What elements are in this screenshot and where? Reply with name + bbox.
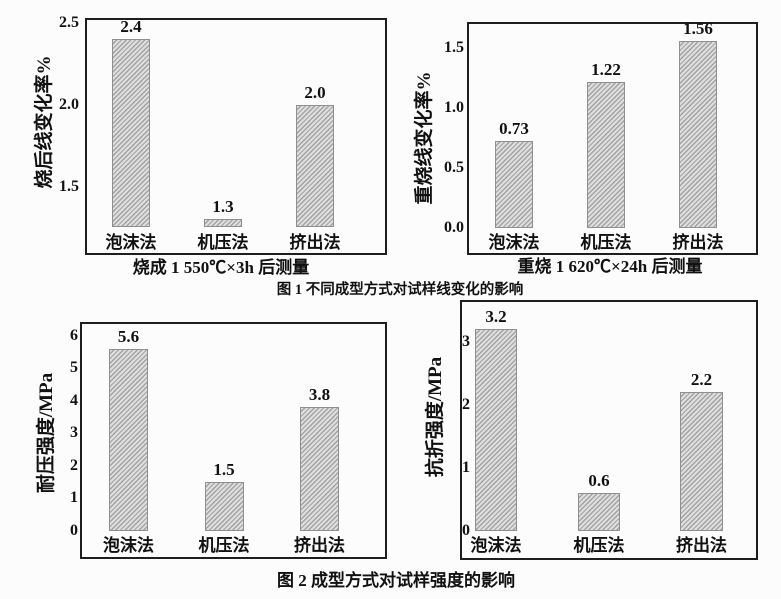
category-label: 机压法 <box>198 536 250 555</box>
bar-value-label: 0.6 <box>588 471 610 491</box>
plot-frame <box>460 300 758 560</box>
bar-value-label: 0.73 <box>499 118 529 138</box>
ytick-label: 6 <box>70 326 78 344</box>
bar-foam-method <box>474 329 518 531</box>
bar-machine-press-method <box>587 81 625 228</box>
category-label: 挤出法 <box>676 536 727 555</box>
ytick-label: 1.5 <box>444 39 464 57</box>
category-label: 挤出法 <box>294 536 345 555</box>
bar-machine-press-method <box>204 482 244 531</box>
ytick-label: 0.5 <box>444 159 464 177</box>
ytick-label: 0.0 <box>444 219 464 236</box>
bar-machine-press-method <box>577 493 621 531</box>
bar-value-label: 2.0 <box>304 82 326 102</box>
ytick-label: 2.0 <box>59 95 79 113</box>
bar-extrusion-method <box>680 392 723 531</box>
category-label: 挤出法 <box>672 233 724 252</box>
category-label: 挤出法 <box>289 233 341 252</box>
ytick-label: 1.5 <box>59 177 79 195</box>
ytick-label: 3 <box>70 424 78 442</box>
ytick-label: 2.5 <box>59 13 79 31</box>
plot-frame <box>80 322 387 559</box>
x-axis-title: 烧成 1 550℃×3h 后测量 <box>132 258 310 277</box>
bar-foam-method <box>112 39 150 228</box>
bar-machine-press-method <box>204 219 242 228</box>
ytick-label: 1 <box>70 489 78 507</box>
bar-value-label: 1.5 <box>213 460 235 480</box>
figure-caption-1: 图 1 不同成型方式对试样线变化的影响 <box>276 282 524 298</box>
bar-extrusion-method <box>679 41 717 228</box>
bar-value-label: 1.3 <box>212 197 234 217</box>
bar-value-label: 2.2 <box>690 370 713 390</box>
ytick-label: 1.0 <box>444 99 464 117</box>
bar-foam-method <box>109 348 148 531</box>
y-axis-title: 抗折强度/MPa <box>425 356 446 478</box>
ytick-label: 0 <box>462 522 470 539</box>
bar-extrusion-method <box>300 407 339 531</box>
bar-value-label: 1.56 <box>683 19 713 39</box>
ytick-label: 2 <box>70 456 78 474</box>
category-label: 机压法 <box>573 536 625 555</box>
ytick-label: 5 <box>70 359 78 377</box>
category-label: 机压法 <box>580 233 632 252</box>
category-label: 泡沫法 <box>470 536 522 555</box>
ytick-label: 2 <box>462 396 470 413</box>
bar-value-label: 3.2 <box>485 307 507 327</box>
plot-frame <box>85 18 387 255</box>
category-label: 机压法 <box>197 233 249 252</box>
bar-extrusion-method <box>296 104 334 228</box>
ytick-label: 3 <box>462 333 470 351</box>
y-axis-title: 烧后线变化率% <box>34 55 55 189</box>
ytick-label: 1 <box>462 459 470 476</box>
bar-value-label: 1.22 <box>591 59 621 79</box>
ytick-label: 4 <box>70 391 78 409</box>
bar-foam-method <box>495 140 533 228</box>
category-label: 泡沫法 <box>103 536 154 555</box>
bar-value-label: 3.8 <box>308 385 331 405</box>
ytick-label: 0 <box>70 522 78 539</box>
bar-value-label: 2.4 <box>120 17 142 37</box>
category-label: 泡沫法 <box>488 233 540 252</box>
x-axis-title: 重烧 1 620℃×24h 后测量 <box>517 257 703 276</box>
plot-frame <box>467 22 758 255</box>
bar-value-label: 5.6 <box>117 326 140 346</box>
category-label: 泡沫法 <box>105 233 157 252</box>
figure-caption-2: 图 2 成型方式对试样强度的影响 <box>277 571 515 590</box>
